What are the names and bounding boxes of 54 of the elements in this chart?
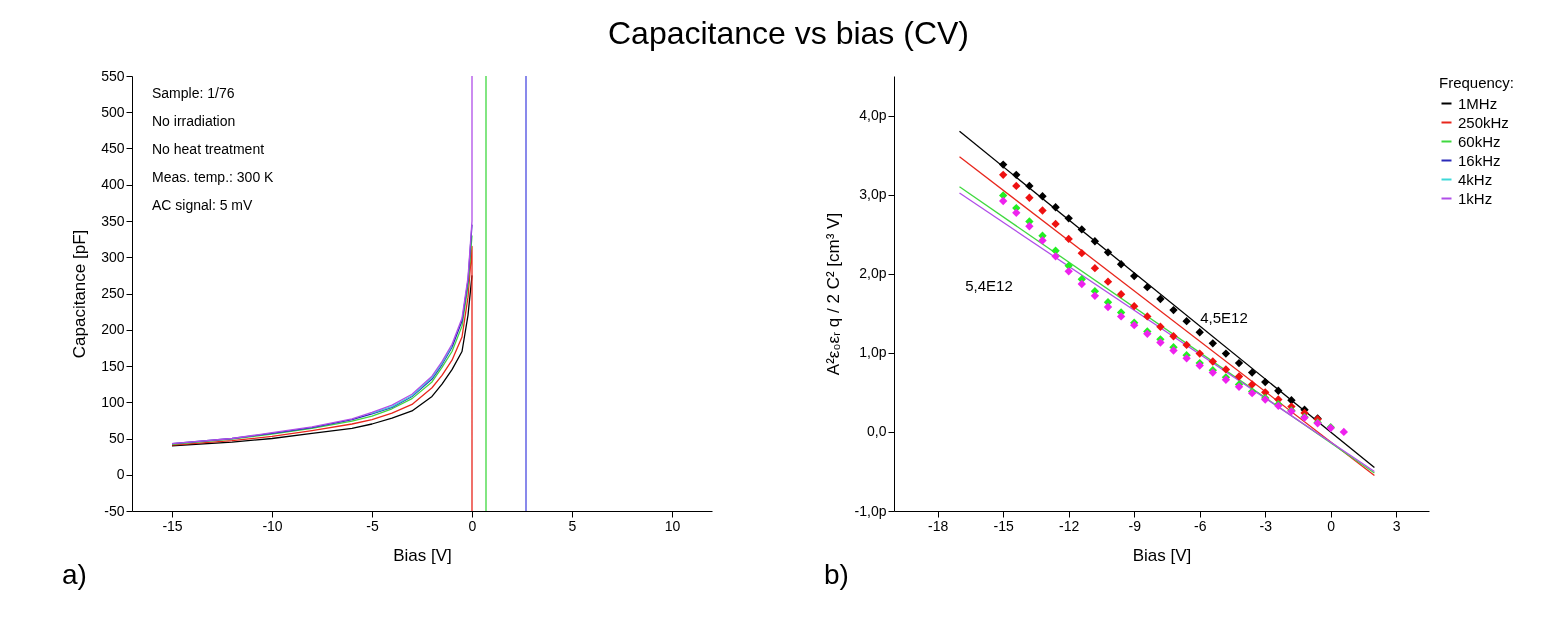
text: b) (824, 559, 849, 590)
y-tick-label: 2,0p (859, 265, 887, 282)
y-tick-label: 0 (116, 466, 125, 483)
y-tick-label: 100 (101, 393, 125, 410)
x-axis-title: Bias [V] (1132, 545, 1192, 565)
annotation: No heat treatment (152, 141, 265, 157)
x-tick-label: 5 (568, 517, 577, 534)
y-tick-label: 0,0 (867, 423, 887, 440)
y-tick-label: 150 (101, 357, 125, 374)
y-tick-label: -1,0p (854, 502, 887, 519)
legend-label: 1kHz (1458, 189, 1493, 207)
annotation: AC signal: 5 mV (152, 197, 254, 213)
y-tick-label: 500 (101, 103, 125, 120)
y-tick-label: 300 (101, 248, 125, 265)
y-tick-label: 550 (101, 67, 125, 84)
legend-label: 1MHz (1458, 94, 1498, 112)
x-tick-label: -10 (262, 517, 283, 534)
y-tick-label: 4,0p (859, 107, 887, 124)
x-tick-label: 10 (664, 517, 681, 534)
y-tick-label: 3,0p (859, 186, 887, 203)
x-tick-label: -5 (366, 517, 379, 534)
x-tick-label: 0 (468, 517, 477, 534)
y-tick-label: 400 (101, 176, 125, 193)
y-tick-label: -50 (104, 502, 125, 519)
x-tick-label: -9 (1128, 517, 1142, 534)
x-tick-label: -6 (1193, 517, 1207, 534)
x-tick-label: 0 (1327, 517, 1336, 534)
y-tick-label: 200 (101, 321, 125, 338)
text: Capacitance vs bias (CV) (607, 15, 970, 51)
annotation: 4,5E12 (1200, 309, 1248, 326)
y-tick-label: 450 (101, 140, 125, 156)
annotation: Sample: 1/76 (152, 85, 235, 101)
x-tick-label: -12 (1059, 517, 1080, 534)
legend-title: Frequency: (1439, 74, 1515, 91)
annotation: No irradiation (152, 113, 236, 129)
legend-label: 16kHz (1458, 151, 1501, 169)
y-tick-label: 250 (101, 285, 125, 301)
text: a) (62, 559, 87, 590)
legend-label: 60kHz (1458, 132, 1501, 150)
y-tick-label: 1,0p (859, 344, 887, 361)
x-tick-label: -15 (162, 517, 183, 534)
x-tick-label: -3 (1259, 517, 1273, 534)
x-tick-label: -15 (993, 517, 1015, 534)
y-axis-title: Capacitance [pF] (70, 229, 90, 359)
annotation: 5,4E12 (965, 277, 1013, 294)
y-axis-title: A²ε₀εᵣ q / 2 C² [cm³ V] (823, 212, 843, 376)
y-tick-label: 50 (108, 430, 125, 446)
y-tick-label: 350 (101, 212, 125, 229)
x-tick-label: -18 (928, 517, 949, 534)
legend-label: 250kHz (1458, 113, 1509, 131)
legend-label: 4kHz (1458, 170, 1493, 188)
annotation: Meas. temp.: 300 K (152, 169, 275, 185)
x-axis-title: Bias [V] (393, 545, 452, 565)
x-tick-label: 3 (1392, 517, 1401, 534)
